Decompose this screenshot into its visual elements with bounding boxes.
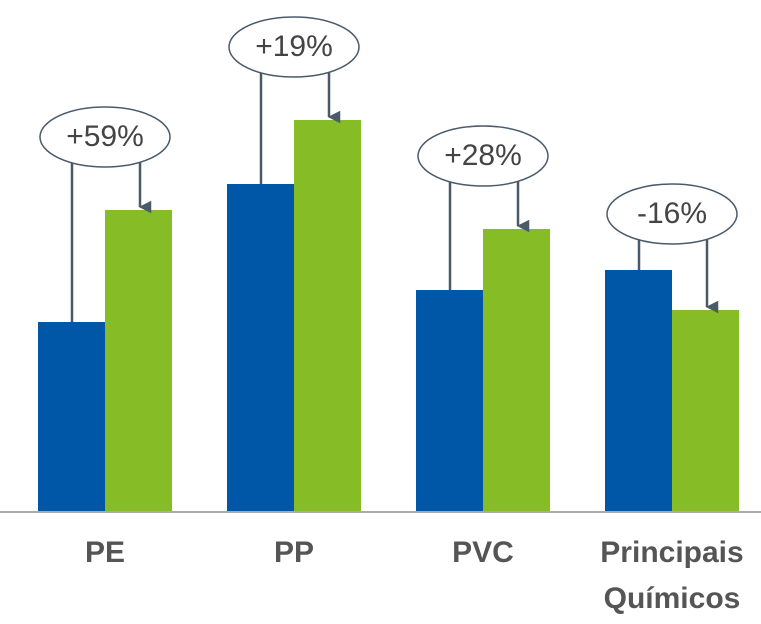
annotation: +19% [255, 30, 333, 63]
x-tick-label: Principais Químicos [600, 536, 744, 615]
x-tick-label: PVC [452, 536, 514, 569]
annotation: +28% [444, 139, 522, 172]
annotation-bubble [606, 183, 738, 245]
bar [483, 229, 550, 512]
annotation: +59% [66, 120, 144, 153]
bar [105, 210, 172, 512]
annotation-bubble [228, 16, 360, 78]
x-tick-label: PP [273, 536, 315, 569]
annotation: -16% [637, 197, 707, 230]
x-tick-label: PE [84, 536, 126, 569]
bar [605, 270, 672, 512]
annotation-bubble [39, 106, 171, 168]
bar [416, 290, 483, 512]
bar [672, 310, 739, 512]
bar [294, 120, 361, 512]
bar [227, 184, 294, 512]
bar [38, 322, 105, 512]
annotation-bubble [417, 125, 549, 187]
